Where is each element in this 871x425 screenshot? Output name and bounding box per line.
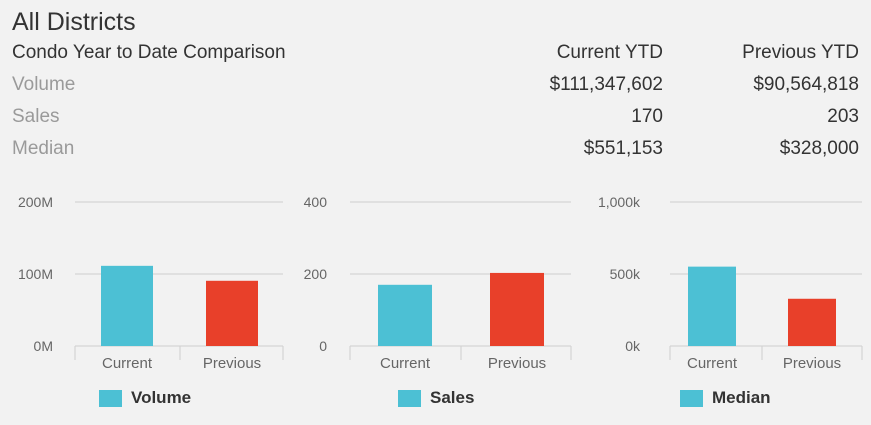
volume-chart-svg: 0M 100M 200M Current Previous (18, 194, 284, 372)
table-heading: Condo Year to Date Comparison (12, 42, 286, 63)
page-title: All Districts (12, 8, 136, 36)
median-bar-previous (788, 298, 836, 346)
current-ytd-header: Current YTD (556, 42, 663, 63)
volume-current: $111,347,602 (549, 74, 663, 95)
volume-legend-swatch (99, 389, 122, 407)
sales-bar-previous (490, 272, 544, 346)
comparison-table: Condo Year to Date Comparison Current YT… (0, 42, 871, 170)
median-current: $551,153 (583, 138, 663, 159)
sales-current: 170 (631, 106, 663, 127)
median-chart-svg: 0k 500k 1,000k Current Previous (598, 194, 863, 372)
volume-x-tick-label: Current (102, 355, 153, 372)
table-row: Median $551,153 $328,000 (0, 138, 871, 170)
sales-legend-swatch (398, 389, 421, 407)
row-label-sales: Sales (12, 106, 60, 127)
volume-y-tick-label: 100M (18, 266, 53, 282)
sales-legend: Sales (398, 388, 474, 408)
volume-x-tick-label: Previous (203, 355, 261, 372)
sales-chart: 0 200 400 Current Previous (290, 188, 580, 378)
median-y-tick-label: 1,000k (598, 194, 641, 210)
median-chart: 0k 500k 1,000k Current Previous (580, 188, 870, 378)
previous-ytd-header: Previous YTD (742, 42, 859, 63)
median-bar-current (688, 266, 736, 346)
sales-x-tick-label: Previous (488, 355, 546, 372)
median-previous: $328,000 (779, 138, 859, 159)
median-x-tick-label: Current (687, 355, 738, 372)
volume-bar-previous (206, 280, 258, 346)
median-legend-label: Median (712, 388, 771, 407)
volume-bar-current (101, 265, 153, 346)
row-label-volume: Volume (12, 74, 76, 95)
volume-y-tick-label: 0M (34, 338, 53, 354)
median-legend-swatch (680, 389, 703, 407)
table-header: Condo Year to Date Comparison Current YT… (0, 42, 871, 74)
sales-bar-current (378, 284, 432, 346)
table-row: Sales 170 203 (0, 106, 871, 138)
median-legend: Median (680, 388, 771, 408)
sales-legend-label: Sales (430, 388, 475, 407)
volume-y-tick-label: 200M (18, 194, 53, 210)
row-label-median: Median (12, 138, 75, 159)
median-x-tick-label: Previous (783, 355, 841, 372)
volume-legend-label: Volume (131, 388, 192, 407)
sales-y-tick-label: 200 (304, 266, 328, 282)
volume-legend: Volume (99, 388, 191, 408)
volume-previous: $90,564,818 (753, 74, 859, 95)
sales-chart-svg: 0 200 400 Current Previous (304, 194, 572, 372)
sales-y-tick-label: 400 (304, 194, 328, 210)
table-row: Volume $111,347,602 $90,564,818 (0, 74, 871, 106)
sales-y-tick-label: 0 (319, 338, 327, 354)
volume-chart: 0M 100M 200M Current Previous (0, 188, 290, 378)
sales-previous: 203 (827, 106, 859, 127)
median-y-tick-label: 0k (625, 338, 641, 354)
sales-x-tick-label: Current (380, 355, 431, 372)
median-y-tick-label: 500k (610, 266, 641, 282)
